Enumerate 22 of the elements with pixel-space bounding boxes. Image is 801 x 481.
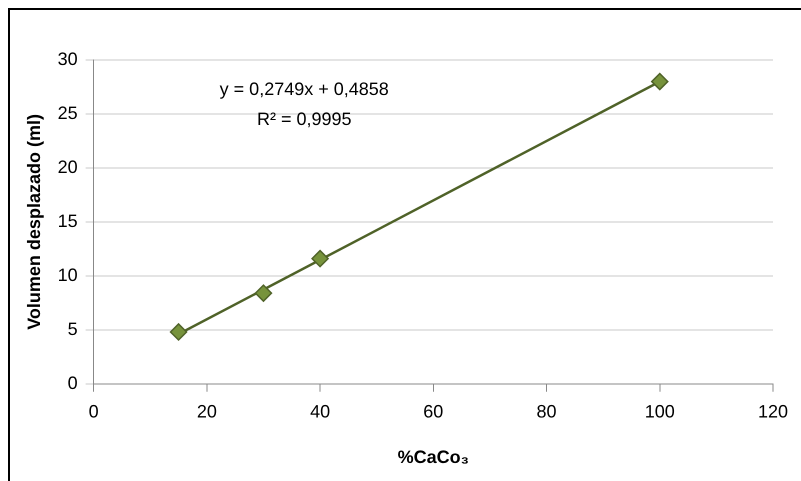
annotation: y = 0,2749x + 0,4858 [220, 78, 389, 99]
y-tick-label: 5 [68, 318, 78, 339]
x-tick-label: 80 [536, 402, 557, 422]
x-tick-label: 60 [423, 402, 444, 422]
y-tick-label: 30 [58, 48, 78, 69]
x-tick-label: 0 [88, 402, 99, 422]
y-tick-label: 25 [58, 102, 78, 123]
point [254, 284, 272, 302]
x-tick-label: 20 [196, 402, 217, 422]
y-tick-label: 10 [58, 264, 78, 285]
point [170, 323, 188, 341]
x-axis-title: %CaCo₃ [398, 447, 469, 468]
annotation: R² = 0,9995 [256, 108, 352, 129]
y-tick-label: 20 [58, 156, 78, 177]
y-tick-label: 0 [68, 372, 78, 393]
x-tick-label: 40 [310, 402, 330, 422]
x-tick-label: 100 [644, 402, 675, 422]
point [651, 72, 669, 90]
y-tick-label: 15 [58, 210, 78, 231]
point [311, 250, 329, 268]
x-tick-label: 120 [758, 402, 788, 422]
y-axis-title: Volumen desplazado (ml) [24, 114, 44, 330]
